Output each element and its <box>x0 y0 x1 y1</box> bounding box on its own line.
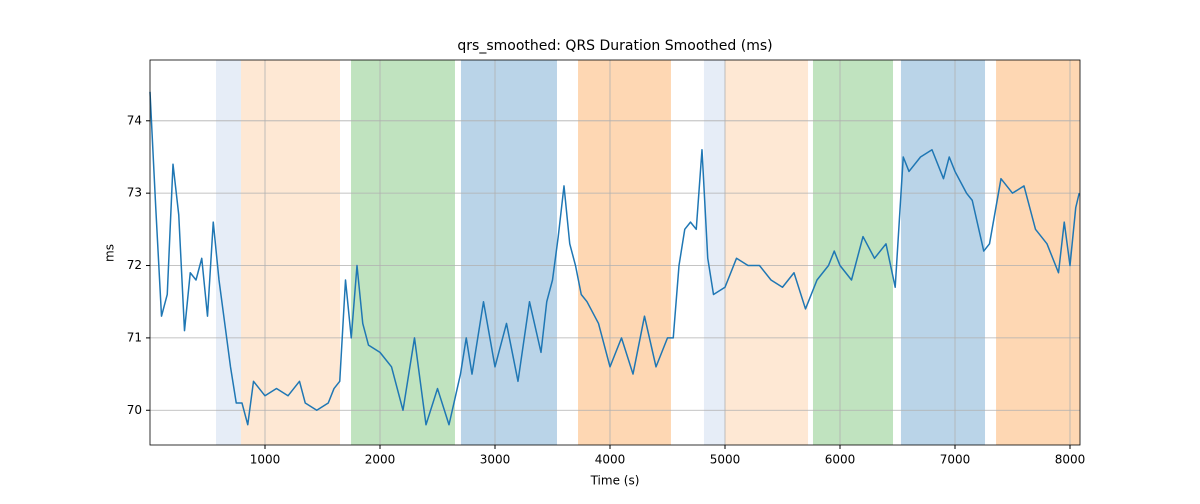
x-tick-label: 4000 <box>595 453 626 467</box>
shaded-span <box>900 60 986 445</box>
y-tick-label: 73 <box>127 186 142 200</box>
x-axis-label: Time (s) <box>590 474 640 488</box>
x-tick-label: 3000 <box>480 453 511 467</box>
y-tick-label: 70 <box>127 403 142 417</box>
y-axis-label: ms <box>103 244 117 262</box>
shaded-span <box>703 60 725 445</box>
shaded-span <box>578 60 671 445</box>
shaded-span <box>996 60 1080 445</box>
y-tick-label: 74 <box>127 113 142 127</box>
shaded-span <box>240 60 340 445</box>
data-line <box>149 91 1080 426</box>
shaded-span <box>724 60 809 445</box>
x-tick-label: 7000 <box>940 453 971 467</box>
plot-frame <box>149 59 1081 446</box>
x-tick-label: 2000 <box>365 453 396 467</box>
shaded-span <box>812 60 894 445</box>
chart-title: qrs_smoothed: QRS Duration Smoothed (ms) <box>457 38 772 54</box>
x-tick-label: 6000 <box>825 453 856 467</box>
shaded-span <box>351 60 455 445</box>
y-tick-label: 72 <box>127 258 142 272</box>
x-tick-label: 1000 <box>250 453 281 467</box>
x-tick-label: 5000 <box>710 453 741 467</box>
shaded-span <box>216 60 241 445</box>
shaded-span <box>460 60 557 445</box>
x-tick-label: 8000 <box>1055 453 1086 467</box>
y-tick-label: 71 <box>127 330 142 344</box>
